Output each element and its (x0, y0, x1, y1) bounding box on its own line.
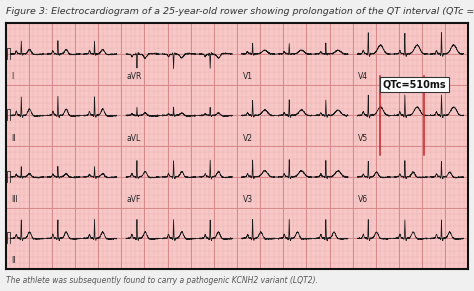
Text: V4: V4 (358, 72, 368, 81)
Text: aVF: aVF (127, 195, 141, 204)
Text: I: I (11, 72, 13, 81)
Text: QTc=510ms: QTc=510ms (383, 80, 447, 90)
Text: aVR: aVR (127, 72, 142, 81)
Text: aVL: aVL (127, 134, 141, 143)
Text: V3: V3 (243, 195, 253, 204)
Text: V5: V5 (358, 134, 368, 143)
Text: V1: V1 (243, 72, 253, 81)
Text: II: II (11, 134, 16, 143)
Text: II: II (11, 256, 16, 265)
Text: V2: V2 (243, 134, 253, 143)
Text: V6: V6 (358, 195, 368, 204)
Text: The athlete was subsequently found to carry a pathogenic KCNH2 variant (LQT2).: The athlete was subsequently found to ca… (6, 276, 318, 285)
Text: Figure 3: Electrocardiogram of a 25-year-old rower showing prolongation of the Q: Figure 3: Electrocardiogram of a 25-year… (6, 7, 474, 16)
Text: III: III (11, 195, 18, 204)
